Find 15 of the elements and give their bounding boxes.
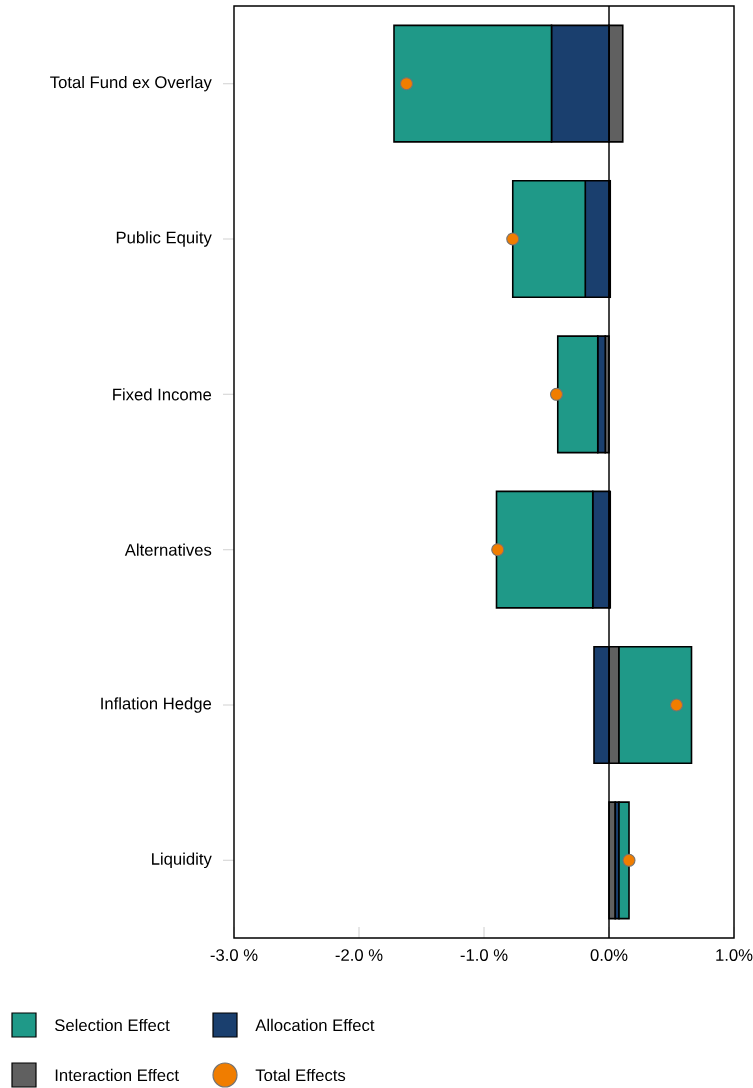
y-tick-label: Alternatives bbox=[124, 543, 212, 556]
legend-label: Interaction Effect bbox=[55, 1068, 179, 1082]
y-tick-label: Inflation Hedge bbox=[101, 697, 212, 713]
y-tick-label: Total Fund ex Overlay bbox=[50, 75, 212, 92]
x-tick-label: -3.0 % bbox=[210, 949, 258, 961]
x-tick-label: -1.0 % bbox=[460, 949, 508, 961]
legend-label: Total Effects bbox=[255, 1068, 346, 1082]
y-tick-label: Public Equity bbox=[116, 231, 212, 247]
x-tick-label: 1.0% bbox=[716, 949, 753, 961]
x-tick-label: -2.0 % bbox=[335, 949, 383, 961]
x-tick-label: 0.0% bbox=[590, 949, 628, 961]
y-tick-label: Liquidity bbox=[152, 852, 212, 869]
y-tick-label: Fixed Income bbox=[113, 388, 212, 401]
legend-label: Allocation Effect bbox=[255, 1018, 375, 1032]
legend-label: Selection Effect bbox=[55, 1018, 170, 1032]
